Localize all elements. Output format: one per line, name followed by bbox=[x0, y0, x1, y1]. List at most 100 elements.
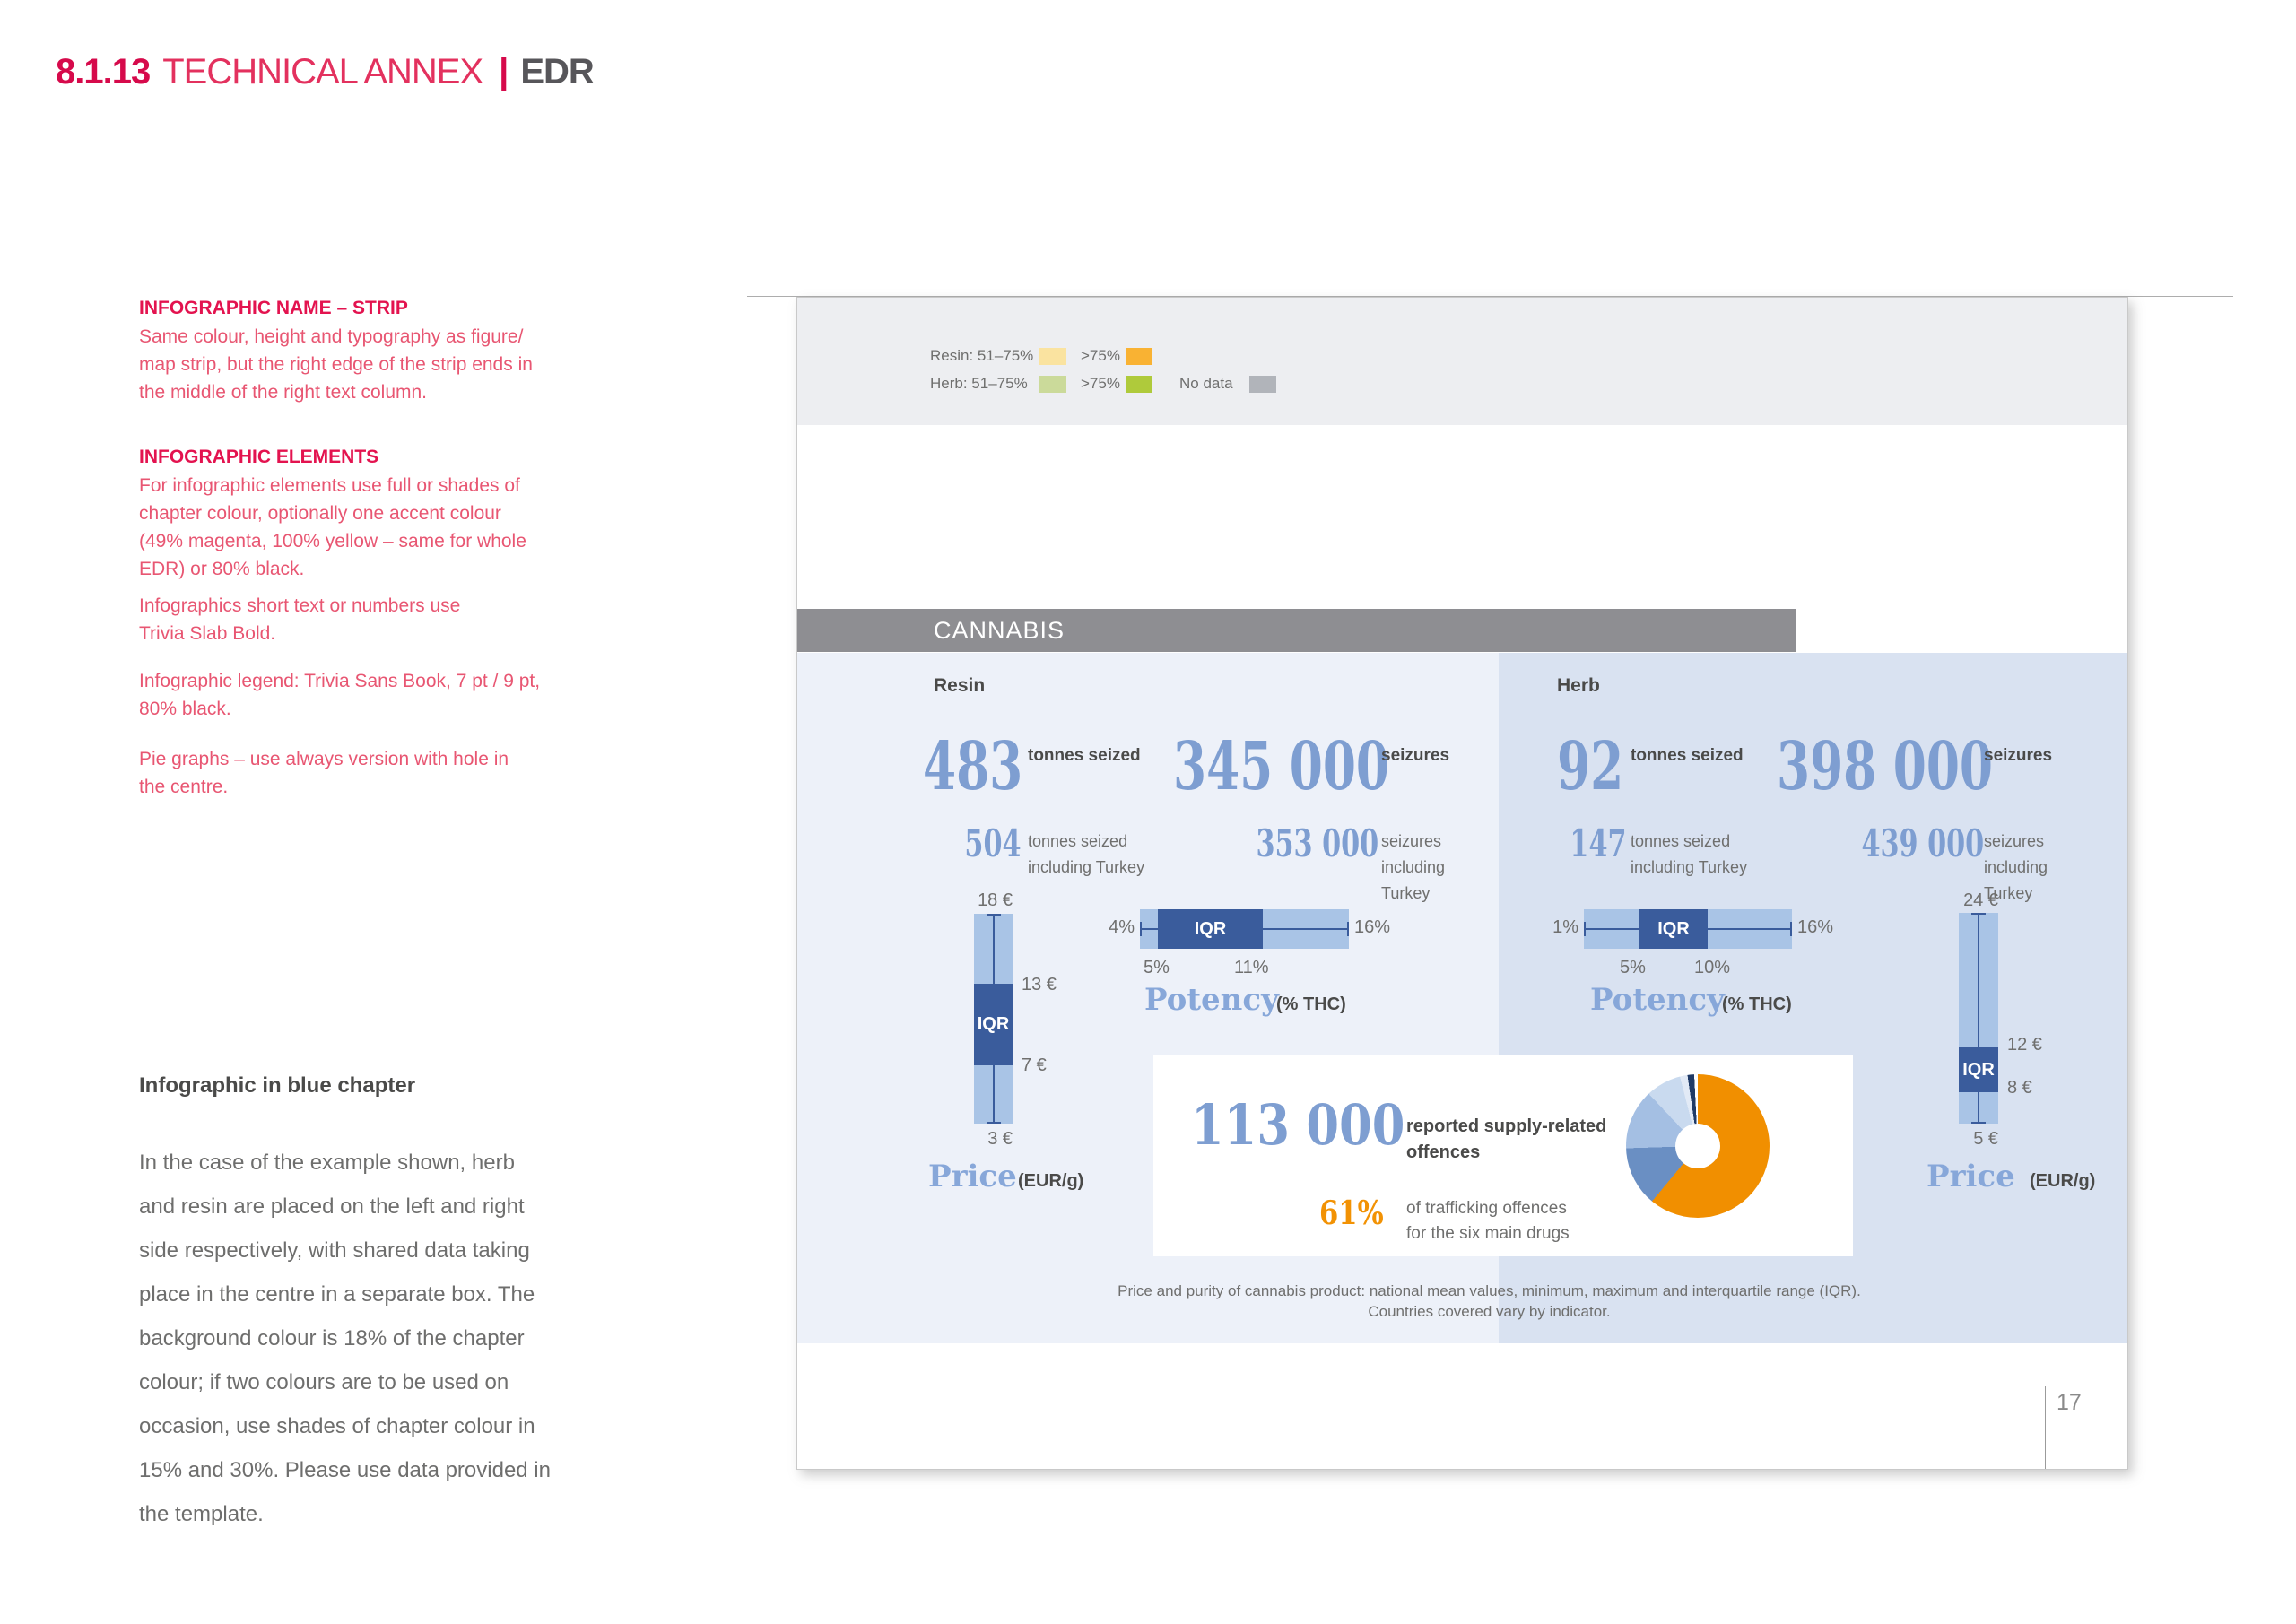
resin-seizures-value: 345 000 bbox=[1173, 728, 1389, 805]
page-number-divider bbox=[2045, 1386, 2046, 1469]
legend-label: Herb: 51–75% bbox=[930, 375, 1028, 392]
legend-swatch-gray bbox=[1249, 375, 1276, 393]
herb-price-title: Price bbox=[1926, 1159, 2015, 1194]
legend-label: >75% bbox=[1081, 375, 1120, 392]
resin-seizures-turkey-label: seizures including Turkey bbox=[1381, 832, 1446, 902]
whisker-cap-min bbox=[986, 1122, 1001, 1124]
sidebar-heading-strip: INFOGRAPHIC NAME – STRIP bbox=[139, 298, 408, 318]
herb-tonnes-label: tonnes seized bbox=[1631, 746, 1744, 765]
herb-seizures-turkey-label: seizures including Turkey bbox=[1984, 832, 2048, 902]
legend-label-nodata: No data bbox=[1179, 375, 1233, 392]
resin-tonnes-turkey-value: 504 bbox=[964, 821, 1022, 865]
herb-potency-max-tick: 16% bbox=[1797, 917, 1834, 937]
herb-price-max-tick: 24 € bbox=[1963, 890, 1998, 910]
trafficking-percent-label: of trafficking offences for the six main… bbox=[1406, 1199, 1570, 1243]
herb-tonnes-turkey-value: 147 bbox=[1570, 821, 1627, 865]
strip-title: CANNABIS bbox=[934, 617, 1065, 644]
resin-potency-boxplot: IQR bbox=[1140, 909, 1349, 949]
shared-data-box: 113 000 reported supply-related offences… bbox=[1153, 1055, 1853, 1256]
map-legend: Resin: 51–75% >75% Herb: 51–75% >75% No … bbox=[930, 346, 1291, 402]
herb-potency-boxplot: IQR bbox=[1584, 909, 1792, 949]
header-tag: EDR bbox=[520, 52, 594, 91]
median-line bbox=[1978, 913, 1979, 1124]
whisker-cap-max bbox=[1347, 922, 1349, 936]
note-body: In the case of the example shown, herb a… bbox=[139, 1151, 551, 1526]
resin-tonnes-value: 483 bbox=[923, 728, 1023, 805]
sidebar-body-strip: Same colour, height and typography as fi… bbox=[139, 326, 533, 403]
resin-price-max-tick: 18 € bbox=[978, 890, 1013, 910]
resin-seizures-label: seizures bbox=[1381, 746, 1450, 765]
herb-potency-unit: (% THC) bbox=[1722, 994, 1792, 1014]
herb-seizures-turkey-value: 439 000 bbox=[1861, 821, 1985, 865]
herb-price-q1-tick: 8 € bbox=[2007, 1078, 2032, 1098]
sidebar-body-elements: For infographic elements use full or sha… bbox=[139, 475, 526, 579]
resin-potency-q3-tick: 11% bbox=[1234, 958, 1269, 977]
sidebar-heading-elements: INFOGRAPHIC ELEMENTS bbox=[139, 447, 379, 467]
whisker-cap-max bbox=[1971, 913, 1986, 915]
resin-potency-max-tick: 16% bbox=[1354, 917, 1391, 937]
resin-tonnes-label: tonnes seized bbox=[1028, 746, 1141, 765]
herb-price-q3-tick: 12 € bbox=[2007, 1035, 2042, 1055]
legend-label: >75% bbox=[1081, 347, 1120, 364]
top-rule bbox=[747, 296, 2233, 297]
resin-tonnes-turkey-label: tonnes seized including Turkey bbox=[1028, 832, 1145, 876]
sidebar-paragraph-pie: Pie graphs – use always version with hol… bbox=[139, 749, 509, 797]
legend-swatch-yellow-light bbox=[1039, 347, 1066, 365]
resin-price-min-tick: 3 € bbox=[987, 1129, 1013, 1149]
offences-label: reported supply-related offences bbox=[1406, 1116, 1607, 1162]
legend-label: Resin: 51–75% bbox=[930, 347, 1034, 364]
herb-price-min-tick: 5 € bbox=[1973, 1129, 1998, 1149]
note-heading: Infographic in blue chapter bbox=[139, 1073, 416, 1098]
legend-swatch-green bbox=[1126, 375, 1152, 393]
chapter-number: 8.1.13 bbox=[56, 52, 151, 91]
resin-potency-unit: (% THC) bbox=[1276, 994, 1346, 1014]
whisker-cap-max bbox=[1790, 922, 1792, 936]
cannabis-strip: CANNABIS bbox=[797, 609, 1796, 652]
resin-price-q3-tick: 13 € bbox=[1022, 975, 1057, 994]
resin-price-q1-tick: 7 € bbox=[1022, 1055, 1047, 1075]
herb-price-boxplot: IQR bbox=[1959, 913, 1998, 1124]
offences-value: 113 000 bbox=[1191, 1092, 1405, 1158]
iqr-box: IQR bbox=[1639, 909, 1708, 949]
legend-swatch-green-light bbox=[1039, 375, 1066, 393]
chapter-title: TECHNICAL ANNEX bbox=[162, 52, 483, 91]
whisker-cap-min bbox=[1140, 922, 1142, 936]
whisker-cap-max bbox=[986, 914, 1001, 916]
resin-potency-min-tick: 4% bbox=[1109, 917, 1135, 937]
legend-band: Resin: 51–75% >75% Herb: 51–75% >75% No … bbox=[797, 298, 2127, 425]
iqr-box: IQR bbox=[1959, 1047, 1998, 1092]
herb-section-title: Herb bbox=[1557, 675, 1600, 696]
herb-potency-q1-tick: 5% bbox=[1620, 958, 1646, 977]
herb-seizures-value: 398 000 bbox=[1777, 728, 1993, 805]
legend-row-resin: Resin: 51–75% >75% bbox=[930, 346, 1291, 366]
resin-potency-title: Potency bbox=[1144, 982, 1279, 1018]
legend-swatch-orange bbox=[1126, 347, 1152, 365]
resin-seizures-turkey-value: 353 000 bbox=[1256, 821, 1379, 865]
herb-tonnes-value: 92 bbox=[1557, 728, 1624, 805]
herb-price-unit: (EUR/g) bbox=[2030, 1171, 2096, 1191]
offences-donut-chart bbox=[1626, 1074, 1770, 1218]
whisker-cap-min bbox=[1971, 1122, 1986, 1124]
figure-caption: Price and purity of cannabis product: na… bbox=[1118, 1282, 1861, 1320]
herb-potency-q3-tick: 10% bbox=[1694, 958, 1731, 977]
resin-price-title: Price bbox=[928, 1159, 1017, 1194]
resin-section-title: Resin bbox=[934, 675, 986, 696]
iqr-box: IQR bbox=[1158, 909, 1263, 949]
page-number: 17 bbox=[2057, 1390, 2082, 1415]
whisker-cap-min bbox=[1584, 922, 1586, 936]
herb-potency-title: Potency bbox=[1590, 982, 1725, 1018]
example-page: Resin: 51–75% >75% Herb: 51–75% >75% No … bbox=[796, 297, 2128, 1470]
resin-price-unit: (EUR/g) bbox=[1018, 1171, 1084, 1191]
sidebar-paragraph-legend: Infographic legend: Trivia Sans Book, 7 … bbox=[139, 671, 541, 719]
sidebar-paragraph-slab: Infographics short text or numbers use T… bbox=[139, 595, 461, 644]
legend-row-herb: Herb: 51–75% >75% No data bbox=[930, 374, 1291, 394]
iqr-box: IQR bbox=[974, 984, 1013, 1065]
resin-potency-q1-tick: 5% bbox=[1144, 958, 1170, 977]
herb-seizures-label: seizures bbox=[1984, 746, 2053, 765]
document-header: 8.1.13 TECHNICAL ANNEX | EDR bbox=[56, 52, 595, 92]
header-divider: | bbox=[499, 52, 509, 91]
resin-price-boxplot: IQR bbox=[974, 914, 1013, 1124]
herb-tonnes-turkey-label: tonnes seized including Turkey bbox=[1631, 832, 1748, 876]
herb-potency-min-tick: 1% bbox=[1552, 917, 1578, 937]
